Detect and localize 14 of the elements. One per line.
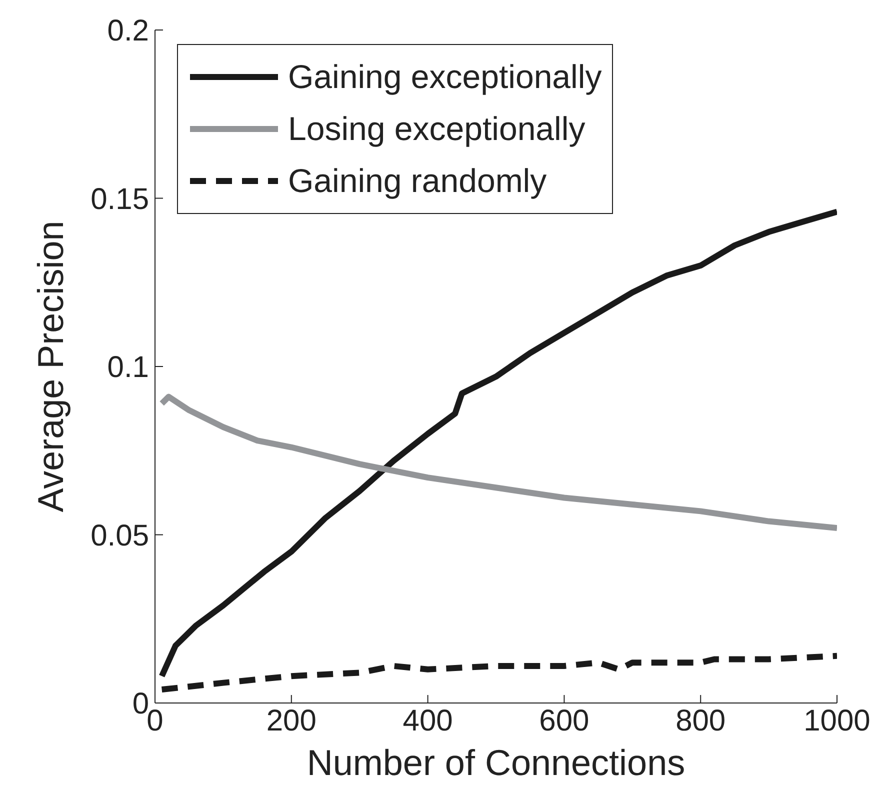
x-tick-label: 800	[676, 704, 726, 738]
x-tick-label: 400	[402, 704, 453, 738]
x-tick-label: 600	[539, 704, 590, 738]
y-tick-label: 0.1	[107, 351, 149, 384]
legend-label: Gaining randomly	[288, 162, 547, 200]
x-tick-label: 1000	[804, 704, 870, 738]
legend-label: Losing exceptionally	[288, 110, 586, 148]
legend-label: Gaining exceptionally	[288, 58, 602, 96]
x-axis-title: Number of Connections	[306, 742, 686, 783]
y-tick-label: 0.15	[90, 182, 149, 216]
x-tick-label: 200	[266, 704, 316, 738]
y-tick-label: 0.2	[107, 14, 149, 48]
y-axis-title: Average Precision	[30, 220, 71, 512]
y-tick-label: 0.05	[90, 519, 149, 552]
